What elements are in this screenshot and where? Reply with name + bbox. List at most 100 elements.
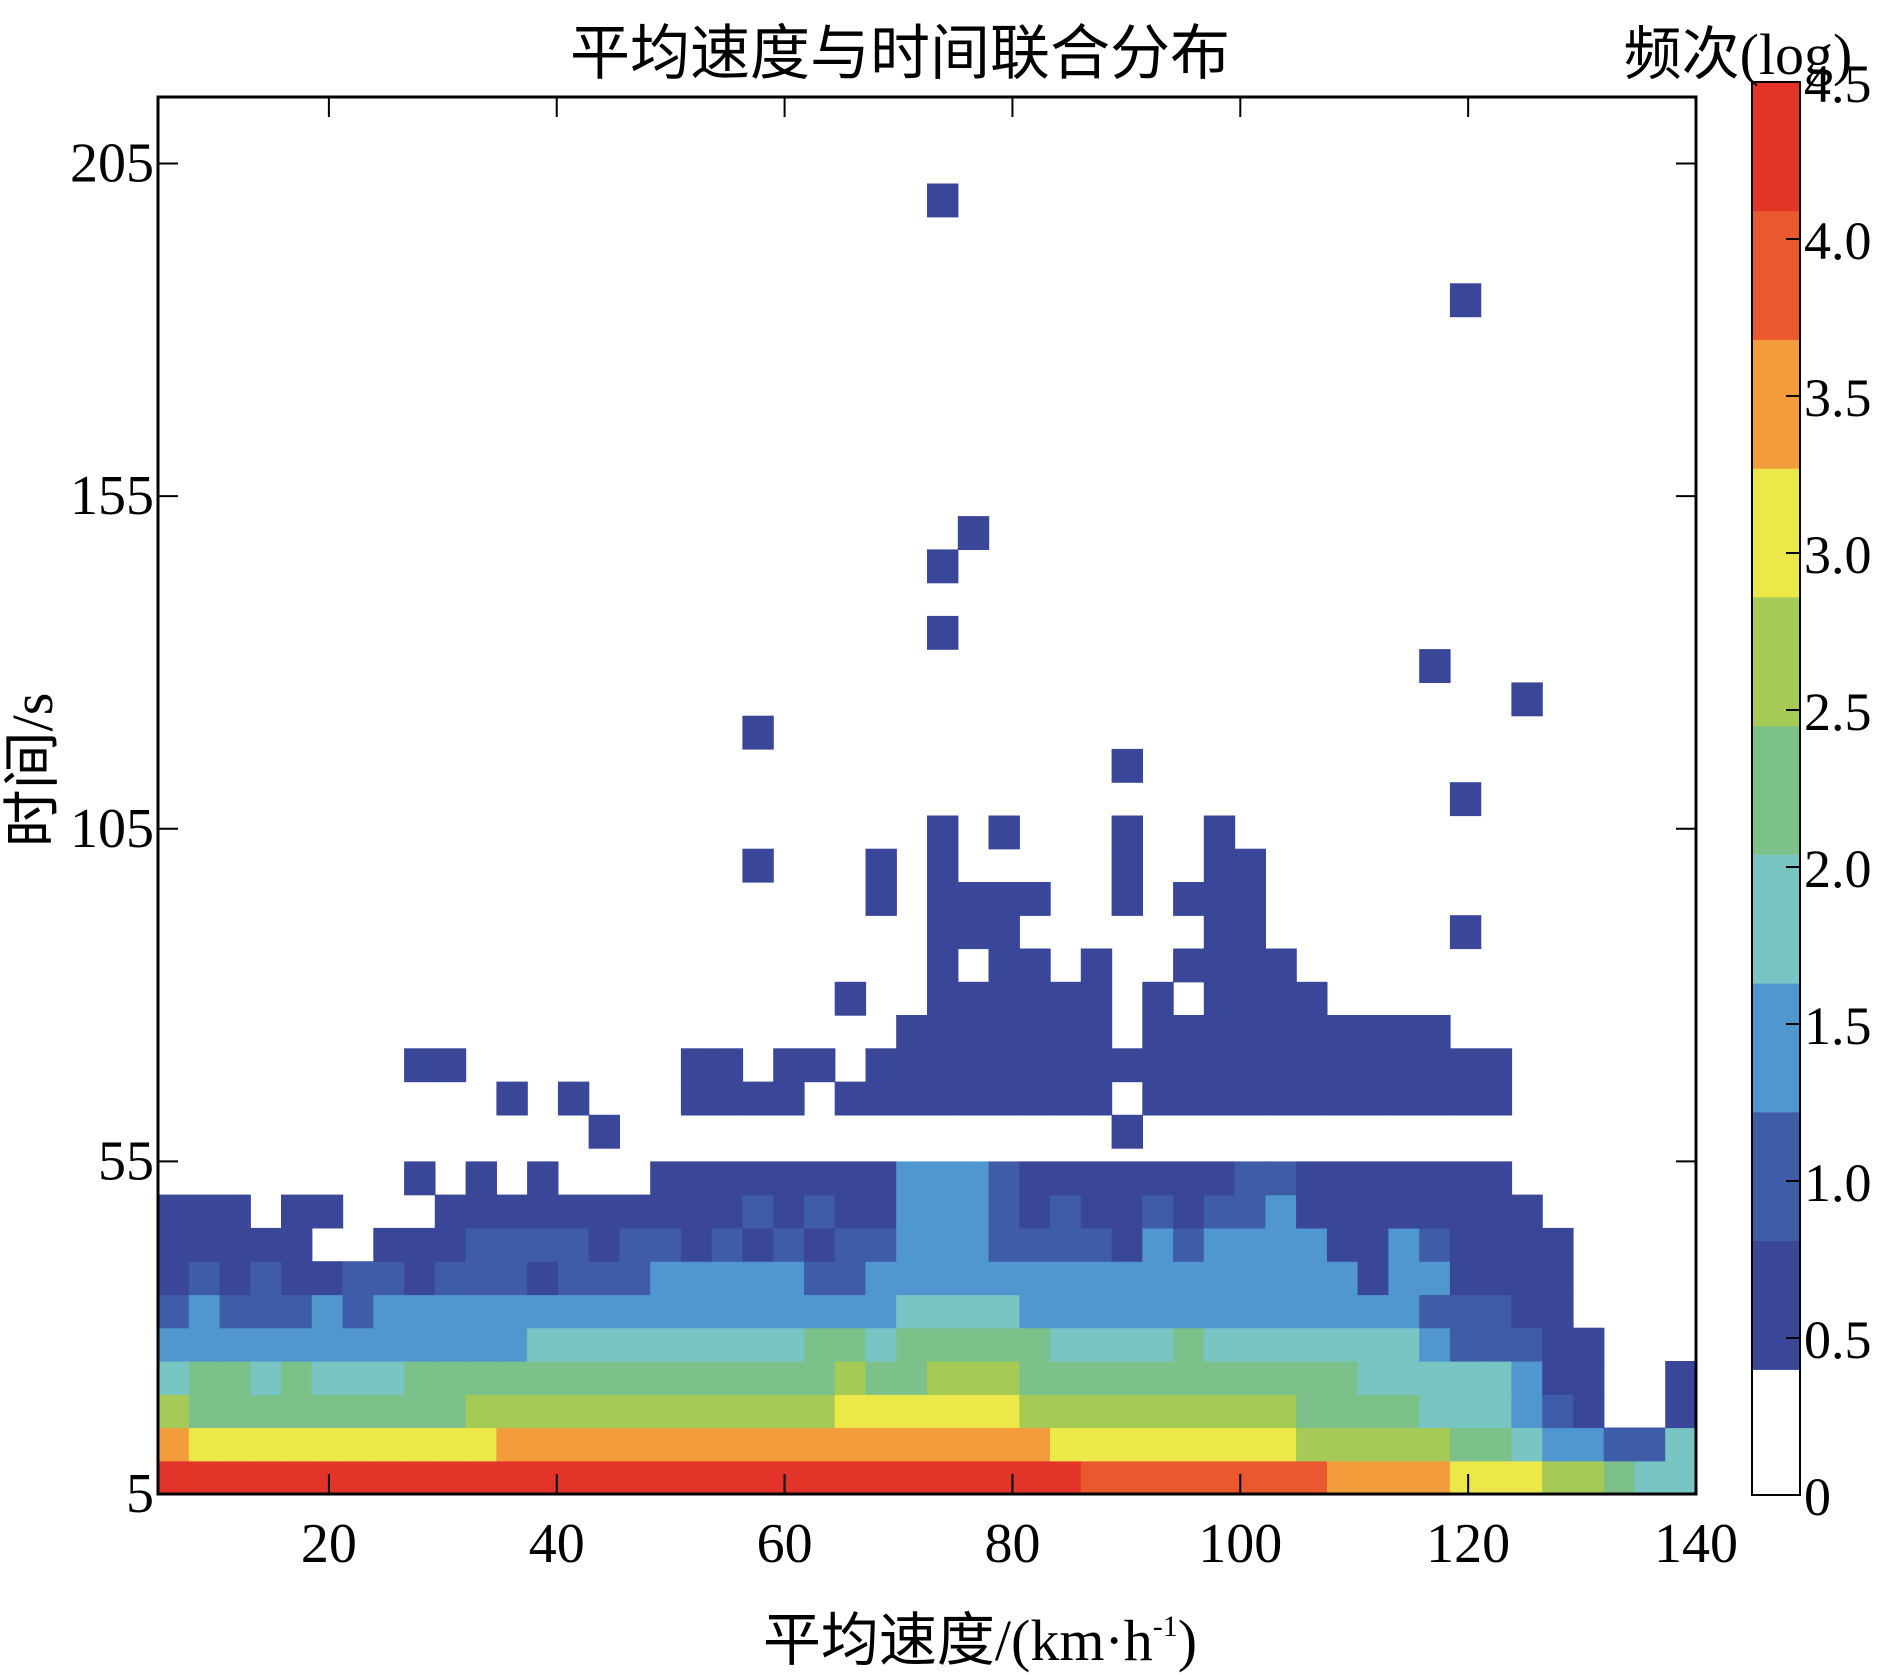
heatmap-cell bbox=[1050, 1427, 1082, 1462]
heatmap-cell bbox=[865, 882, 897, 916]
heatmap-cell bbox=[957, 1194, 990, 1229]
y-tick-label: 55 bbox=[98, 1130, 154, 1192]
heatmap-cell bbox=[1542, 1361, 1574, 1395]
heatmap-cell bbox=[742, 848, 774, 883]
heatmap-cell bbox=[865, 1227, 897, 1262]
x-tick-label: 20 bbox=[301, 1513, 357, 1575]
heatmap-cell bbox=[342, 1427, 374, 1462]
heatmap-cell bbox=[404, 1261, 436, 1296]
heatmap-cell bbox=[680, 1460, 713, 1495]
heatmap-cell bbox=[281, 1460, 313, 1495]
heatmap-cell bbox=[281, 1261, 313, 1296]
heatmap-cell bbox=[988, 1161, 1020, 1196]
heatmap-cell bbox=[1480, 1294, 1513, 1329]
colorbar-segment bbox=[1752, 854, 1800, 984]
heatmap-cell bbox=[650, 1161, 682, 1196]
heatmap-cell bbox=[1357, 1361, 1389, 1395]
heatmap-cell bbox=[1234, 1194, 1266, 1229]
heatmap-cell bbox=[711, 1227, 744, 1262]
heatmap-cell bbox=[619, 1460, 651, 1495]
heatmap-cell bbox=[927, 1048, 959, 1083]
heatmap-cell bbox=[773, 1361, 805, 1395]
colorbar: 0 0.5 1.0 1.5 2.0 2.5 3.0 3.5 4.0 4.5 bbox=[1751, 54, 1872, 1527]
heatmap-cell bbox=[1111, 1161, 1143, 1196]
heatmap-cell bbox=[1388, 1361, 1420, 1395]
heatmap-cell bbox=[1080, 1394, 1113, 1429]
y-tick-label: 105 bbox=[70, 798, 154, 860]
y-tick-label: 155 bbox=[70, 465, 154, 527]
heatmap-cell bbox=[1326, 1227, 1359, 1262]
heatmap-cell bbox=[1265, 1294, 1297, 1329]
heatmap-cell bbox=[342, 1460, 374, 1495]
heatmap-cell bbox=[1142, 981, 1174, 1016]
heatmap-cell bbox=[250, 1394, 282, 1429]
heatmap-cell bbox=[865, 1361, 897, 1395]
heatmap-cell bbox=[1480, 1081, 1513, 1116]
heatmap-cell bbox=[404, 1294, 436, 1329]
heatmap-cell bbox=[588, 1327, 620, 1362]
heatmap-cell bbox=[1265, 1081, 1297, 1116]
heatmap-cell bbox=[1449, 1427, 1482, 1462]
heatmap-cell bbox=[680, 1161, 713, 1196]
heatmap-cell bbox=[619, 1261, 651, 1296]
heatmap-cell bbox=[1419, 1361, 1451, 1395]
heatmap-cell bbox=[1173, 1015, 1205, 1049]
heatmap-cell bbox=[1388, 1261, 1420, 1296]
heatmap-cell bbox=[988, 1081, 1020, 1116]
heatmap-cell bbox=[1080, 1015, 1113, 1049]
heatmap-cell bbox=[1234, 1015, 1266, 1049]
heatmap-cell bbox=[1111, 1427, 1143, 1462]
heatmap-cell bbox=[927, 1460, 959, 1495]
heatmap-cell bbox=[1111, 1048, 1143, 1083]
heatmap-cell bbox=[465, 1261, 497, 1296]
heatmap-cell bbox=[1050, 1015, 1082, 1049]
heatmap-cell bbox=[1234, 1081, 1266, 1116]
heatmap-cell bbox=[742, 1460, 774, 1495]
heatmap-cell bbox=[1234, 915, 1266, 950]
heatmap-cell bbox=[1080, 1261, 1113, 1296]
heatmap-cell bbox=[1265, 1394, 1297, 1429]
heatmap-cell bbox=[1111, 1227, 1143, 1262]
heatmap-cell bbox=[1357, 1161, 1389, 1196]
heatmap-cell bbox=[1419, 1015, 1451, 1049]
heatmap-cell bbox=[1449, 1361, 1482, 1395]
heatmap-cell bbox=[988, 1394, 1020, 1429]
heatmap-cell bbox=[188, 1394, 221, 1429]
heatmap-cell bbox=[434, 1327, 467, 1362]
heatmap-cell bbox=[1573, 1427, 1605, 1462]
heatmap-cell bbox=[1326, 1194, 1359, 1229]
heatmap-cell bbox=[865, 1427, 897, 1462]
heatmap-cell bbox=[619, 1327, 651, 1362]
heatmap-cell bbox=[1480, 1048, 1513, 1083]
heatmap-cell bbox=[1419, 1261, 1451, 1296]
heatmap-cell bbox=[896, 1048, 928, 1083]
heatmap-cell bbox=[219, 1394, 251, 1429]
heatmap-cell bbox=[865, 1081, 897, 1116]
heatmap-cell bbox=[1665, 1460, 1697, 1495]
heatmap-cell bbox=[1357, 1081, 1389, 1116]
heatmap-cell bbox=[1634, 1460, 1666, 1495]
heatmap-cell bbox=[434, 1294, 467, 1329]
heatmap-cell bbox=[711, 1048, 744, 1083]
heatmap-cell bbox=[896, 1015, 928, 1049]
heatmap-cell bbox=[804, 1161, 836, 1196]
heatmap-cell bbox=[527, 1294, 559, 1329]
heatmap-cell bbox=[711, 1261, 744, 1296]
heatmap-cell bbox=[465, 1394, 497, 1429]
heatmap-cell bbox=[1173, 1261, 1205, 1296]
heatmap-cell bbox=[711, 1194, 744, 1229]
heatmap-cell bbox=[1234, 1261, 1266, 1296]
heatmap-cell bbox=[927, 615, 959, 650]
heatmap-cell bbox=[1111, 1261, 1143, 1296]
heatmap-cell bbox=[834, 1194, 867, 1229]
x-tick-label: 140 bbox=[1654, 1513, 1738, 1575]
heatmap-cell bbox=[742, 1161, 774, 1196]
heatmap-cell bbox=[742, 715, 774, 750]
heatmap-cell bbox=[1326, 1394, 1359, 1429]
heatmap-cell bbox=[1234, 1361, 1266, 1395]
heatmap-cell bbox=[1173, 948, 1205, 983]
colorbar-segment bbox=[1752, 1369, 1800, 1496]
heatmap-cell bbox=[773, 1327, 805, 1362]
heatmap-cell bbox=[1142, 1161, 1174, 1196]
heatmap-cell bbox=[742, 1294, 774, 1329]
